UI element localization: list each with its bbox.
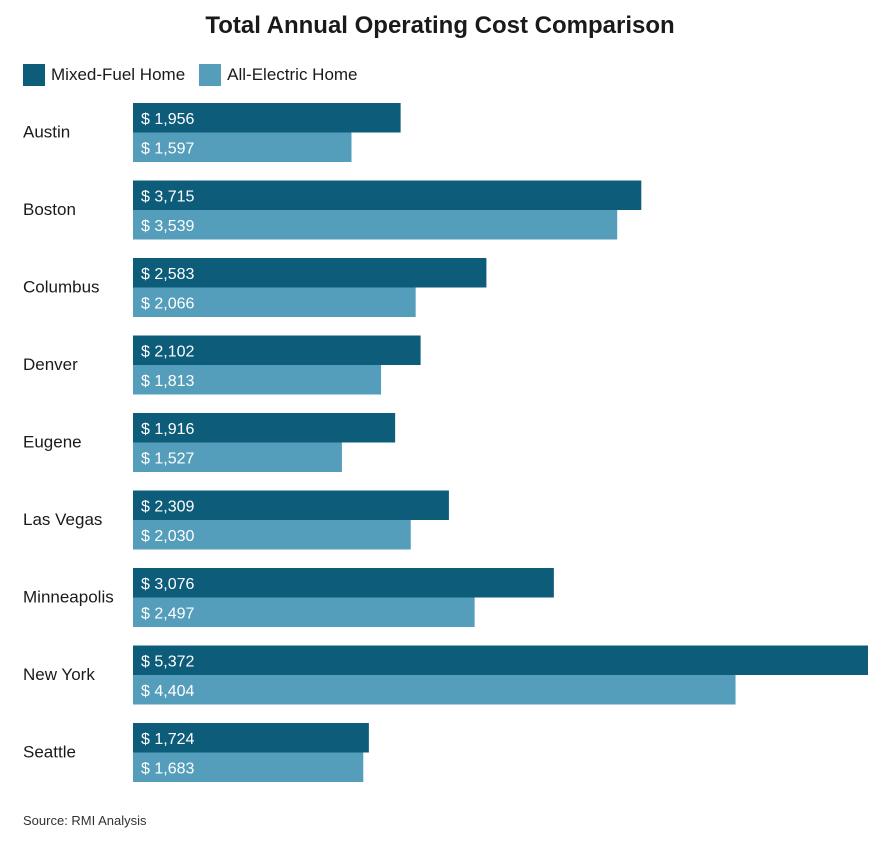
- bar-chart: Austin $ 1,956 $ 1,597 Boston $ 3,715 $ 3,539…: [23, 103, 868, 782]
- bar-mixed-fuel-denver: [133, 335, 421, 365]
- bar-all-electric-denver: [133, 365, 382, 395]
- bar-mixed-fuel-seattle: [133, 723, 369, 753]
- category-label-seattle: Seattle: [23, 743, 76, 762]
- legend: Mixed-Fuel Home All-Electric Home: [23, 63, 372, 87]
- data-label-mixed-fuel-denver: $ 2,102: [141, 343, 194, 360]
- category-label-minneapolis: Minneapolis: [23, 588, 114, 607]
- data-label-mixed-fuel-seattle: $ 1,724: [141, 731, 194, 748]
- data-label-mixed-fuel-las-vegas: $ 2,309: [141, 498, 194, 515]
- bar-all-electric-minneapolis: [133, 597, 475, 627]
- bar-mixed-fuel-new-york: [133, 645, 868, 675]
- legend-label-mixed-fuel: Mixed-Fuel Home: [51, 65, 186, 84]
- bar-all-electric-las-vegas: [133, 520, 411, 550]
- legend-swatch-all-electric: [199, 64, 222, 86]
- category-label-boston: Boston: [23, 200, 76, 219]
- data-label-mixed-fuel-eugene: $ 1,916: [141, 421, 194, 438]
- category-label-las-vegas: Las Vegas: [23, 510, 102, 529]
- data-label-all-electric-denver: $ 1,813: [141, 373, 194, 390]
- data-label-all-electric-seattle: $ 1,683: [141, 760, 194, 777]
- bar-all-electric-austin: [133, 132, 352, 162]
- data-label-all-electric-boston: $ 3,539: [141, 218, 194, 235]
- bar-all-electric-eugene: [133, 442, 342, 472]
- data-label-all-electric-new-york: $ 4,404: [141, 683, 194, 700]
- legend-item-all-electric: All-Electric Home: [199, 64, 358, 86]
- category-label-austin: Austin: [23, 123, 70, 142]
- data-label-mixed-fuel-austin: $ 1,956: [141, 111, 194, 128]
- data-label-mixed-fuel-columbus: $ 2,583: [141, 266, 194, 283]
- category-label-denver: Denver: [23, 355, 78, 374]
- legend-label-all-electric: All-Electric Home: [227, 65, 358, 84]
- bar-mixed-fuel-columbus: [133, 258, 487, 288]
- data-label-all-electric-las-vegas: $ 2,030: [141, 528, 194, 545]
- chart-title: Total Annual Operating Cost Comparison: [205, 12, 675, 39]
- bar-mixed-fuel-las-vegas: [133, 490, 449, 520]
- data-label-mixed-fuel-boston: $ 3,715: [141, 188, 194, 205]
- bar-all-electric-new-york: [133, 675, 736, 705]
- data-label-all-electric-columbus: $ 2,066: [141, 295, 194, 312]
- bar-all-electric-boston: [133, 210, 618, 240]
- bar-mixed-fuel-boston: [133, 180, 642, 210]
- data-label-all-electric-minneapolis: $ 2,497: [141, 605, 194, 622]
- data-label-all-electric-austin: $ 1,597: [141, 140, 194, 157]
- bar-mixed-fuel-minneapolis: [133, 568, 554, 598]
- legend-item-mixed-fuel: Mixed-Fuel Home: [23, 64, 185, 86]
- bar-mixed-fuel-eugene: [133, 413, 396, 443]
- legend-swatch-mixed-fuel: [23, 64, 45, 86]
- bar-all-electric-seattle: [133, 752, 364, 782]
- category-label-new-york: New York: [23, 665, 95, 684]
- data-label-mixed-fuel-new-york: $ 5,372: [141, 653, 194, 670]
- data-label-all-electric-eugene: $ 1,527: [141, 450, 194, 467]
- bar-all-electric-columbus: [133, 287, 416, 317]
- source-note: Source: RMI Analysis: [23, 813, 147, 828]
- category-label-eugene: Eugene: [23, 433, 82, 452]
- bar-mixed-fuel-austin: [133, 103, 401, 133]
- category-label-columbus: Columbus: [23, 278, 100, 297]
- data-label-mixed-fuel-minneapolis: $ 3,076: [141, 576, 194, 593]
